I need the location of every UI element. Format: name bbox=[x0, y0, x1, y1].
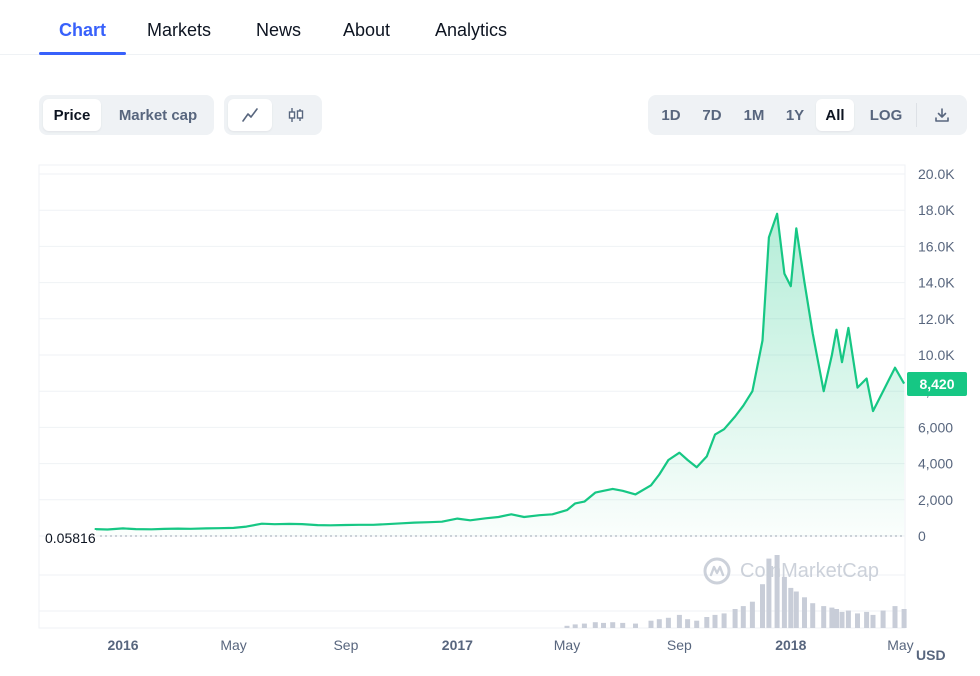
candlestick-icon bbox=[288, 108, 304, 122]
y-tick-label: 12.0K bbox=[918, 311, 955, 327]
volume-bar bbox=[870, 614, 876, 628]
y-tick-label: 10.0K bbox=[918, 347, 955, 363]
y-tick-label: 2,000 bbox=[918, 492, 953, 508]
y-tick-label: 0 bbox=[918, 528, 926, 544]
chart-type-toggle bbox=[224, 95, 322, 135]
download-button[interactable] bbox=[924, 99, 960, 131]
volume-bar bbox=[676, 614, 682, 628]
y-tick-label: 16.0K bbox=[918, 238, 955, 254]
volume-bar bbox=[601, 622, 606, 628]
volume-bar bbox=[656, 619, 662, 628]
volume-bar bbox=[592, 622, 598, 628]
log-scale-button[interactable]: LOG bbox=[869, 106, 903, 124]
line-chart-button[interactable] bbox=[228, 99, 272, 131]
x-tick-label: Sep bbox=[667, 637, 692, 653]
x-tick-label: 2018 bbox=[775, 637, 806, 653]
volume-bar bbox=[620, 622, 626, 628]
candlestick-button[interactable] bbox=[274, 99, 318, 131]
volume-bar bbox=[732, 609, 738, 628]
volume-bar bbox=[788, 587, 794, 629]
start-price-label: 0.05816 bbox=[45, 530, 96, 546]
volume-bar bbox=[864, 611, 870, 628]
volume-bar bbox=[892, 606, 898, 628]
range-1y-button[interactable]: 1Y bbox=[785, 106, 805, 124]
volume-bar bbox=[781, 576, 787, 628]
x-tick-label: Sep bbox=[333, 637, 358, 653]
y-tick-label: 14.0K bbox=[918, 275, 955, 291]
volume-bar bbox=[855, 613, 860, 628]
volume-bar bbox=[740, 606, 746, 628]
tab-about[interactable]: About bbox=[343, 20, 391, 40]
x-tick-label: 2016 bbox=[107, 637, 138, 653]
currency-label: USD bbox=[916, 647, 946, 663]
coinmarketcap-watermark: CoinMarketCap bbox=[702, 556, 879, 586]
current-price-badge: 8,420 bbox=[907, 372, 967, 396]
tab-markets[interactable]: Markets bbox=[147, 20, 212, 40]
volume-bar bbox=[901, 609, 907, 628]
volume-bar bbox=[821, 606, 827, 628]
volume-bar bbox=[648, 620, 654, 628]
x-tick-label: May bbox=[554, 637, 580, 653]
y-tick-label: 20.0K bbox=[918, 166, 955, 182]
price-button[interactable]: Price bbox=[43, 99, 101, 131]
volume-bar bbox=[749, 601, 755, 628]
x-tick-label: May bbox=[887, 637, 913, 653]
volume-bar bbox=[766, 558, 772, 628]
volume-bar bbox=[610, 622, 616, 628]
y-tick-label: 6,000 bbox=[918, 419, 953, 435]
price-chart-canvas: 02,0004,0006,0008,00010.0K12.0K14.0K16.0… bbox=[38, 164, 955, 653]
volume-bar bbox=[834, 609, 839, 628]
market-cap-button[interactable]: Market cap bbox=[118, 106, 198, 124]
volume-bar bbox=[572, 624, 578, 629]
tab-bar: Chart Markets News About Analytics bbox=[0, 0, 980, 55]
volume-bar bbox=[810, 603, 816, 628]
metric-toggle: Price Market cap bbox=[39, 95, 214, 135]
volume-bar bbox=[839, 611, 845, 628]
range-1d-button[interactable]: 1D bbox=[661, 106, 681, 124]
price-area-fill bbox=[94, 213, 905, 537]
volume-bar bbox=[685, 619, 691, 628]
volume-bar bbox=[880, 610, 886, 628]
toolbar-divider bbox=[916, 103, 917, 127]
volume-bar bbox=[845, 610, 851, 628]
tab-chart[interactable]: Chart bbox=[38, 20, 127, 55]
volume-bar bbox=[564, 625, 570, 628]
volume-bar bbox=[793, 591, 799, 628]
download-icon bbox=[935, 108, 949, 122]
volume-bar bbox=[665, 617, 671, 628]
range-all-button[interactable]: All bbox=[816, 99, 854, 131]
x-tick-label: May bbox=[220, 637, 246, 653]
y-tick-label: 4,000 bbox=[918, 456, 953, 472]
tab-news[interactable]: News bbox=[256, 20, 302, 40]
volume-bar bbox=[704, 617, 710, 628]
tab-analytics[interactable]: Analytics bbox=[435, 20, 508, 40]
range-7d-button[interactable]: 7D bbox=[702, 106, 722, 124]
price-chart[interactable]: 02,0004,0006,0008,00010.0K12.0K14.0K16.0… bbox=[0, 160, 980, 676]
volume-bar bbox=[802, 597, 807, 628]
volume-bar bbox=[581, 623, 587, 628]
coinmarketcap-logo-icon bbox=[703, 557, 731, 585]
volume-bar bbox=[760, 584, 765, 628]
volume-bar bbox=[829, 607, 835, 628]
range-1m-button[interactable]: 1M bbox=[743, 106, 765, 124]
volume-bar bbox=[694, 620, 700, 628]
y-tick-label: 18.0K bbox=[918, 202, 955, 218]
volume-bar bbox=[712, 614, 718, 628]
line-chart-icon bbox=[242, 108, 258, 122]
volume-bar bbox=[774, 555, 780, 628]
watermark-text: CoinMarketCap bbox=[740, 559, 879, 582]
chart-frame bbox=[38, 164, 906, 629]
volume-bar bbox=[721, 613, 727, 628]
x-tick-label: 2017 bbox=[442, 637, 473, 653]
time-range-selector: 1D 7D 1M 1Y All LOG bbox=[648, 95, 967, 135]
volume-bar bbox=[633, 623, 638, 628]
